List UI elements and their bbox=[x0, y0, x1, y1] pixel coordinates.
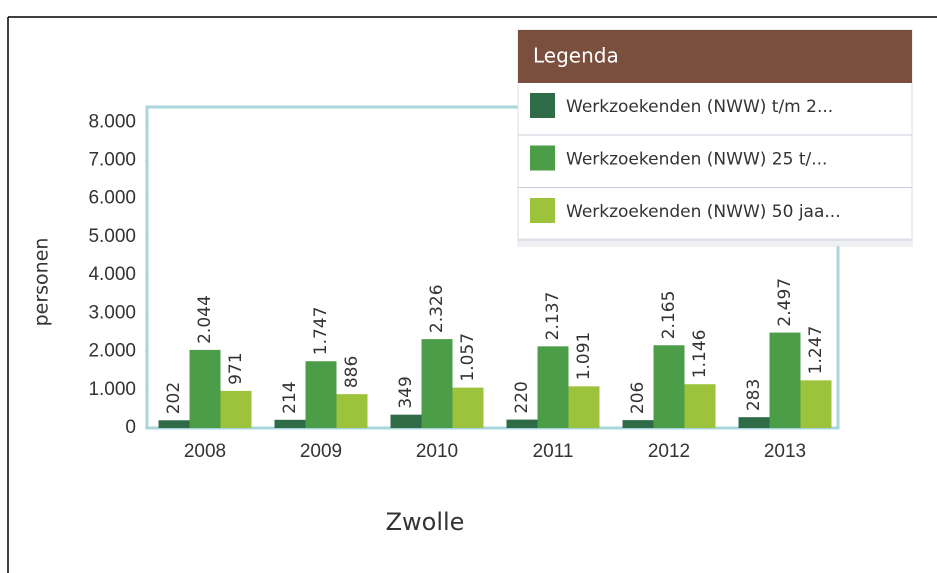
y-tick-label: 1.000 bbox=[88, 379, 136, 400]
bar bbox=[506, 419, 538, 428]
bar bbox=[421, 339, 453, 428]
y-tick-label: 3.000 bbox=[88, 302, 136, 323]
bar bbox=[537, 346, 569, 428]
bar bbox=[769, 332, 801, 428]
legend-swatch bbox=[530, 93, 555, 118]
data-label: 1.057 bbox=[458, 333, 478, 382]
data-label: 2.165 bbox=[659, 291, 679, 340]
x-tick-label: 2008 bbox=[184, 441, 226, 462]
data-label: 886 bbox=[342, 356, 362, 388]
y-tick-label: 0 bbox=[125, 417, 136, 438]
data-label: 214 bbox=[280, 381, 300, 413]
legend: Legenda Werkzoekenden (NWW) t/m 2... Werk… bbox=[517, 29, 913, 247]
data-label: 2.497 bbox=[775, 278, 795, 327]
legend-label: Werkzoekenden (NWW) 50 jaa... bbox=[566, 202, 841, 222]
bar bbox=[622, 420, 654, 428]
legend-row-partial bbox=[518, 238, 912, 246]
bar bbox=[189, 349, 221, 428]
data-label: 1.091 bbox=[574, 332, 594, 381]
data-label: 2.137 bbox=[543, 292, 563, 341]
bar bbox=[336, 394, 368, 428]
data-label: 1.247 bbox=[806, 326, 826, 375]
legend-swatch bbox=[530, 145, 555, 171]
y-tick-label: 6.000 bbox=[88, 188, 136, 209]
data-label: 971 bbox=[226, 352, 246, 384]
bar bbox=[738, 417, 770, 428]
data-label: 2.044 bbox=[195, 295, 215, 344]
legend-label: Werkzoekenden (NWW) t/m 2... bbox=[566, 97, 833, 117]
data-label: 283 bbox=[744, 379, 764, 411]
x-tick-label: 2011 bbox=[533, 441, 574, 462]
bar bbox=[653, 345, 685, 428]
data-label: 349 bbox=[396, 376, 416, 408]
bar bbox=[274, 419, 306, 428]
data-label: 2.326 bbox=[427, 284, 447, 333]
bar bbox=[800, 380, 832, 428]
y-axis-label: personen bbox=[31, 238, 53, 327]
bar bbox=[305, 361, 337, 428]
y-tick-label: 2.000 bbox=[88, 341, 136, 362]
y-tick-label: 7.000 bbox=[88, 150, 136, 171]
plot-frame bbox=[145, 105, 840, 430]
data-label: 220 bbox=[512, 381, 532, 413]
legend-header bbox=[518, 30, 912, 83]
x-tick-label: 2009 bbox=[300, 441, 342, 462]
x-axis-label: Zwolle bbox=[386, 508, 465, 536]
legend-label: Werkzoekenden (NWW) 25 t/... bbox=[566, 150, 827, 170]
data-label: 206 bbox=[628, 382, 648, 414]
bar bbox=[220, 390, 252, 428]
y-tick-label: 4.000 bbox=[88, 264, 136, 285]
bar bbox=[390, 414, 422, 428]
bar bbox=[568, 386, 600, 428]
data-label: 202 bbox=[164, 382, 184, 414]
legend-swatch bbox=[530, 198, 555, 223]
bar bbox=[684, 384, 716, 428]
y-tick-label: 5.000 bbox=[88, 226, 136, 247]
x-tick-label: 2013 bbox=[764, 441, 806, 462]
legend-title: Legenda bbox=[533, 44, 619, 68]
data-label: 1.146 bbox=[690, 330, 710, 379]
bar bbox=[158, 420, 190, 428]
data-label: 1.747 bbox=[311, 307, 331, 356]
y-tick-label: 8.000 bbox=[88, 111, 136, 132]
x-tick-label: 2012 bbox=[648, 441, 690, 462]
bar bbox=[452, 387, 484, 428]
x-tick-label: 2010 bbox=[416, 441, 458, 462]
